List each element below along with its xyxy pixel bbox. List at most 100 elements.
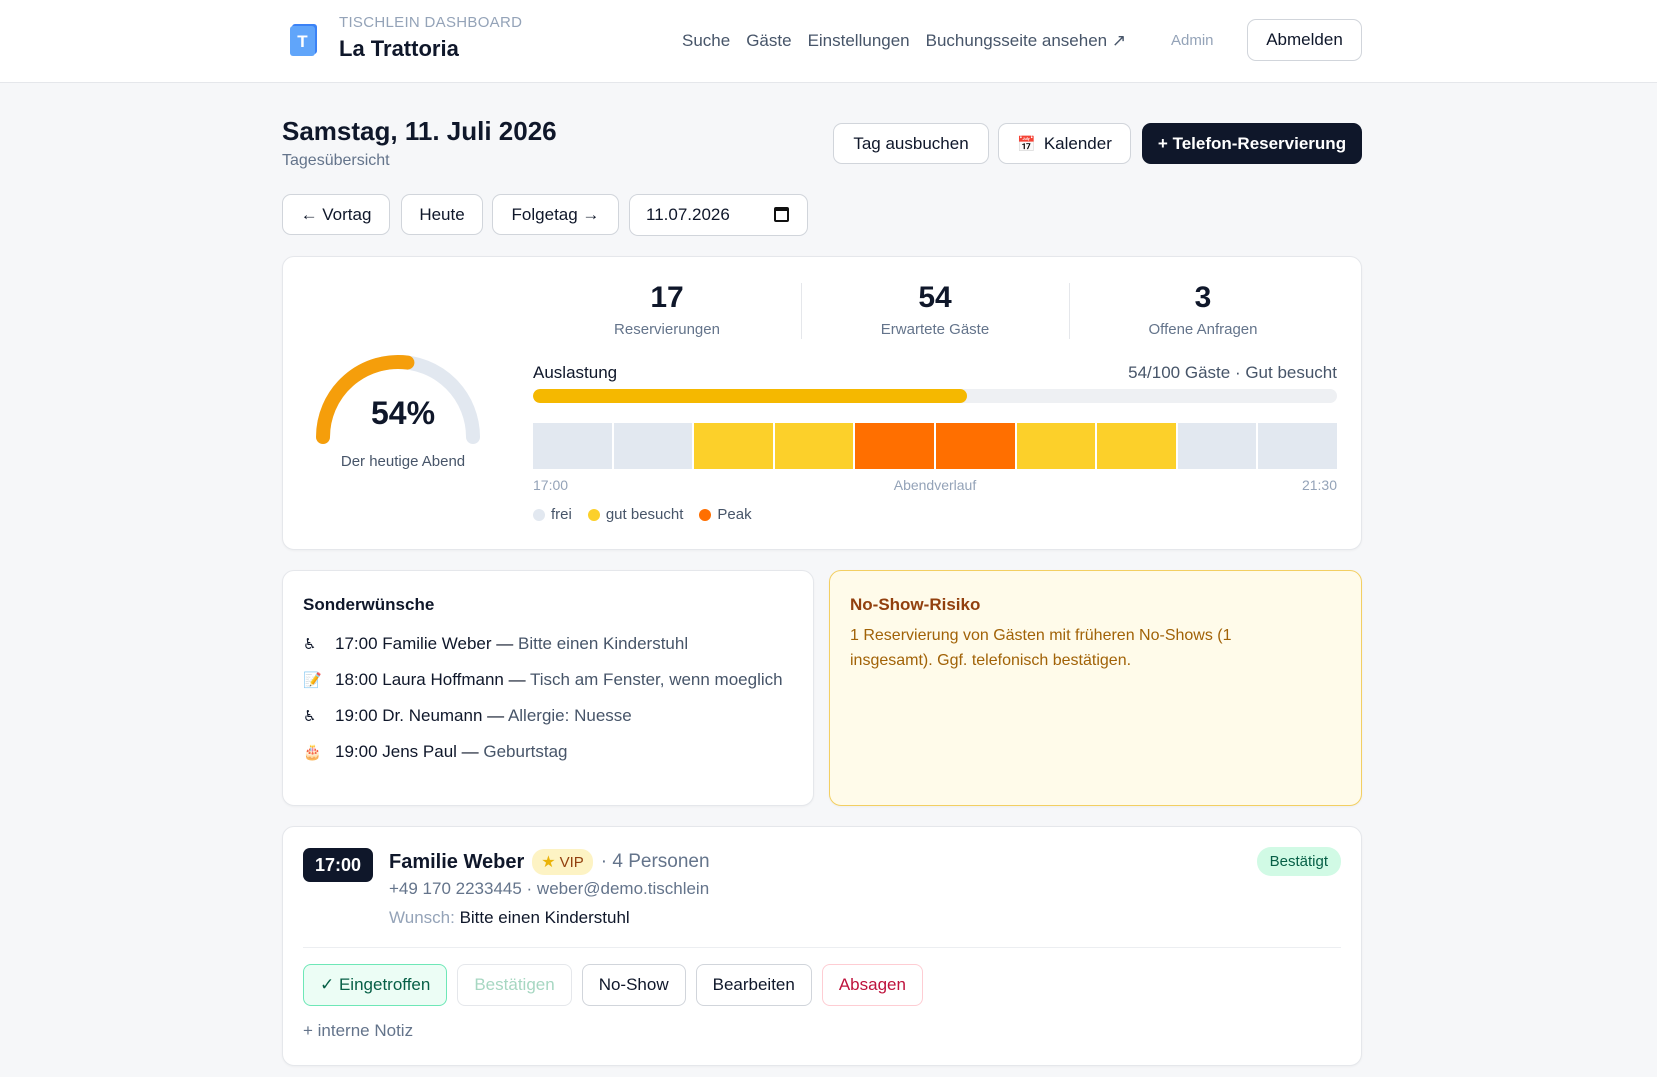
main-nav: Suche Gäste Einstellungen Buchungsseite … bbox=[682, 31, 1142, 51]
request-guest: 17:00 Familie Weber — bbox=[335, 634, 514, 653]
kpi-value: 3 bbox=[1194, 281, 1212, 314]
timeline-slot-gut bbox=[1097, 423, 1176, 469]
wheelchair-icon: ♿ bbox=[303, 708, 317, 725]
request-guest: 19:00 Dr. Neumann — bbox=[335, 706, 505, 725]
utilization-label: Auslastung bbox=[533, 363, 618, 382]
wish-value: Bitte einen Kinderstuhl bbox=[459, 908, 630, 927]
special-requests-list: ♿ 17:00 Familie Weber — Bitte einen Kind… bbox=[303, 631, 793, 775]
no-show-risk-title: No-Show-Risiko bbox=[850, 595, 981, 614]
kpi-value: 17 bbox=[650, 281, 684, 314]
list-item: ♿ 19:00 Dr. Neumann — Allergie: Nuesse bbox=[303, 703, 793, 729]
request-guest: 19:00 Jens Paul — bbox=[335, 742, 479, 761]
date-picker-icon[interactable] bbox=[774, 207, 789, 222]
special-requests-title: Sonderwünsche bbox=[303, 595, 435, 614]
no-show-risk-text: 1 Reservierung von Gästen mit früheren N… bbox=[850, 627, 1232, 669]
legend-item-peak: Peak bbox=[699, 506, 752, 523]
no-show-risk-card: No-Show-Risiko 1 Reservierung von Gästen… bbox=[829, 570, 1362, 806]
legend-dot bbox=[587, 508, 600, 521]
wish-key: Wunsch: bbox=[389, 908, 455, 927]
kpi-value: 54 bbox=[918, 281, 952, 314]
divider bbox=[303, 947, 1341, 948]
date-value: 11.07.2026 bbox=[646, 205, 730, 224]
timeline-slot-frei bbox=[533, 423, 612, 469]
kpi-label: Reservierungen bbox=[614, 321, 720, 338]
confirm-button[interactable]: Bestätigen bbox=[457, 964, 572, 1006]
wheelchair-icon: ♿ bbox=[303, 636, 317, 653]
book-day-button[interactable]: Tag ausbuchen bbox=[833, 123, 989, 164]
calendar-button-label: Kalender bbox=[1043, 133, 1112, 153]
admin-label: Admin bbox=[1171, 32, 1214, 49]
legend-dot bbox=[699, 508, 712, 521]
birthday-cake-icon: 🎂 bbox=[303, 744, 322, 761]
timeline-start-label: 17:00 bbox=[533, 477, 569, 493]
kpi-divider bbox=[801, 283, 802, 339]
guest-contact: +49 170 2233445 · weber@demo.tischlein bbox=[389, 879, 710, 898]
add-internal-note-link[interactable]: + interne Notiz bbox=[303, 1021, 414, 1040]
timeline-slot-gut bbox=[694, 423, 773, 469]
request-note: Geburtstag bbox=[478, 742, 568, 761]
edit-button[interactable]: Bearbeiten bbox=[695, 964, 812, 1006]
vip-label: VIP bbox=[559, 853, 584, 871]
star-icon: ★ bbox=[541, 854, 556, 871]
kpi-expected-guests: 54 Erwartete Gäste bbox=[801, 281, 1069, 338]
legend-item-gut: gut besucht bbox=[587, 506, 684, 523]
phone-reservation-button[interactable]: + Telefon-Reservierung bbox=[1142, 123, 1362, 164]
utilization-bar-fill bbox=[533, 389, 968, 403]
kpi-reservations: 17 Reservierungen bbox=[533, 281, 801, 338]
calendar-button[interactable]: 📅 Kalender bbox=[998, 123, 1131, 164]
request-note: Tisch am Fenster, wenn moeglich bbox=[525, 670, 783, 689]
memo-icon: 📝 bbox=[303, 672, 322, 689]
logout-button[interactable]: Abmelden bbox=[1247, 19, 1362, 61]
restaurant-name: La Trattoria bbox=[339, 36, 459, 61]
list-item: ♿ 17:00 Familie Weber — Bitte einen Kind… bbox=[303, 631, 793, 657]
nav-search[interactable]: Suche bbox=[682, 31, 731, 50]
calendar-icon: 📅 bbox=[1017, 135, 1036, 153]
guest-wish: Wunsch: Bitte einen Kinderstuhl bbox=[389, 908, 630, 928]
reservation-time: 17:00 bbox=[303, 848, 373, 882]
timeline-slot-frei bbox=[1258, 423, 1337, 469]
occupancy-gauge bbox=[316, 355, 480, 444]
guest-line: Familie Weber ★ VIP · 4 Personen bbox=[389, 849, 710, 875]
brand-kicker: TISCHLEIN DASHBOARD bbox=[339, 14, 523, 31]
status-badge: Bestätigt bbox=[1256, 847, 1341, 876]
list-item: 📝 18:00 Laura Hoffmann — Tisch am Fenste… bbox=[303, 667, 793, 693]
today-button[interactable]: Heute bbox=[401, 194, 483, 235]
no-show-button[interactable]: No-Show bbox=[581, 964, 686, 1006]
page-subtitle: Tagesübersicht bbox=[282, 152, 390, 169]
legend-label: frei bbox=[551, 506, 572, 523]
vip-badge: ★ VIP bbox=[532, 849, 593, 875]
utilization-bar bbox=[533, 389, 1337, 403]
kpi-open-requests: 3 Offene Anfragen bbox=[1069, 281, 1337, 338]
kpi-label: Erwartete Gäste bbox=[880, 321, 990, 338]
timeline-slot-peak bbox=[855, 423, 934, 469]
timeline-slot-gut bbox=[1016, 423, 1096, 469]
date-input[interactable]: 11.07.2026 bbox=[629, 194, 808, 236]
next-day-button[interactable]: Folgetag → bbox=[492, 194, 619, 235]
request-note: Allergie: Nuesse bbox=[504, 706, 632, 725]
gauge-fill bbox=[316, 355, 415, 444]
cancel-button[interactable]: Absagen bbox=[821, 964, 923, 1006]
arrived-button[interactable]: ✓ Eingetroffen bbox=[303, 964, 448, 1006]
nav-guests[interactable]: Gäste bbox=[746, 31, 792, 50]
svg-text:T: T bbox=[297, 32, 308, 51]
request-note: Bitte einen Kinderstuhl bbox=[513, 634, 689, 653]
nav-settings[interactable]: Einstellungen bbox=[807, 31, 910, 50]
legend-label: gut besucht bbox=[605, 506, 684, 523]
request-guest: 18:00 Laura Hoffmann — bbox=[335, 670, 526, 689]
legend-item-frei: frei bbox=[533, 506, 572, 523]
timeline-slot-frei bbox=[1177, 423, 1257, 469]
legend-dot bbox=[533, 508, 545, 521]
nav-booking-page[interactable]: Buchungsseite ansehen ↗ bbox=[925, 31, 1127, 50]
party-size: · 4 Personen bbox=[600, 851, 710, 872]
previous-day-button[interactable]: ← Vortag bbox=[282, 194, 390, 235]
special-requests-card: Sonderwünsche ♿ 17:00 Familie Weber — Bi… bbox=[282, 570, 814, 806]
reservation-card: 17:00 Familie Weber ★ VIP · 4 Personen +… bbox=[282, 826, 1362, 1066]
day-stats-card: 54% Der heutige Abend 17 Reservierungen … bbox=[282, 256, 1362, 550]
legend-label: Peak bbox=[717, 506, 752, 523]
reservation-actions: ✓ Eingetroffen Bestätigen No-Show Bearbe… bbox=[303, 964, 923, 1006]
kpi-divider bbox=[1069, 283, 1070, 339]
guest-name[interactable]: Familie Weber bbox=[389, 850, 525, 873]
timeline-slot-frei bbox=[613, 423, 693, 469]
page-title: Samstag, 11. Juli 2026 bbox=[282, 116, 557, 146]
kpi-label: Offene Anfragen bbox=[1148, 321, 1258, 338]
